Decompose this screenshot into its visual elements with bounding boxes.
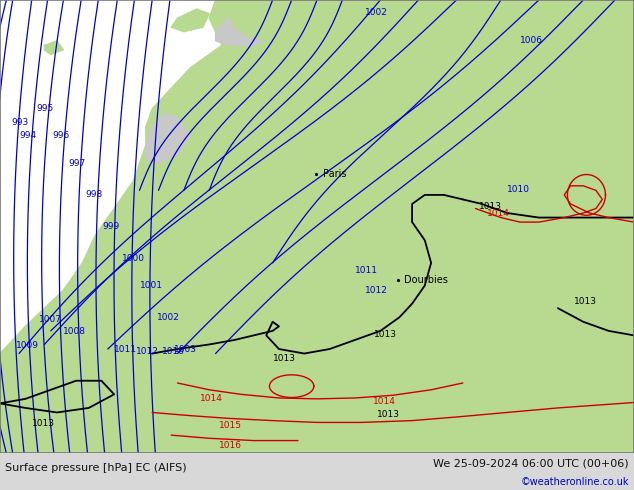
- Text: 994: 994: [19, 131, 36, 141]
- Text: 1002: 1002: [157, 313, 180, 322]
- Text: 997: 997: [68, 159, 86, 168]
- Text: 1013: 1013: [32, 419, 55, 428]
- Text: Dourbies: Dourbies: [404, 275, 448, 285]
- Text: 1014: 1014: [200, 394, 223, 403]
- Text: 998: 998: [86, 191, 103, 199]
- Text: 1013: 1013: [574, 297, 597, 306]
- Text: 1011: 1011: [355, 266, 378, 275]
- Text: 1002: 1002: [365, 8, 387, 17]
- Polygon shape: [171, 9, 209, 32]
- Text: 1001: 1001: [139, 281, 162, 290]
- Text: 1014: 1014: [373, 396, 396, 406]
- Polygon shape: [0, 0, 634, 453]
- Text: 1011: 1011: [114, 345, 137, 354]
- Text: 1012: 1012: [365, 286, 387, 294]
- Text: We 25-09-2024 06:00 UTC (00+06): We 25-09-2024 06:00 UTC (00+06): [433, 459, 629, 468]
- Text: 1007: 1007: [39, 315, 62, 324]
- Polygon shape: [228, 0, 330, 41]
- Text: Paris: Paris: [323, 169, 347, 178]
- Text: 1012: 1012: [136, 347, 159, 356]
- Text: 1015: 1015: [219, 420, 242, 430]
- Text: 993: 993: [11, 118, 29, 127]
- Text: 1010: 1010: [507, 185, 530, 194]
- Text: 1016: 1016: [219, 441, 242, 450]
- Text: 999: 999: [103, 222, 120, 231]
- Text: 1013: 1013: [273, 354, 295, 363]
- Text: 1010: 1010: [162, 347, 184, 356]
- Text: 1003: 1003: [174, 344, 197, 353]
- Text: 1008: 1008: [63, 327, 86, 336]
- Text: 1013: 1013: [374, 330, 397, 339]
- Text: 996: 996: [52, 131, 69, 141]
- Text: 1000: 1000: [122, 254, 145, 263]
- Text: Surface pressure [hPa] EC (AIFS): Surface pressure [hPa] EC (AIFS): [5, 463, 186, 473]
- Polygon shape: [44, 41, 63, 54]
- Text: 995: 995: [37, 104, 54, 113]
- Text: 1013: 1013: [377, 410, 400, 419]
- Polygon shape: [216, 9, 292, 46]
- Text: 1006: 1006: [520, 36, 543, 45]
- Text: ©weatheronline.co.uk: ©weatheronline.co.uk: [521, 477, 629, 487]
- Text: 1013: 1013: [479, 202, 501, 211]
- Text: 1014: 1014: [487, 209, 510, 218]
- Text: 1009: 1009: [16, 341, 39, 350]
- Polygon shape: [146, 113, 190, 163]
